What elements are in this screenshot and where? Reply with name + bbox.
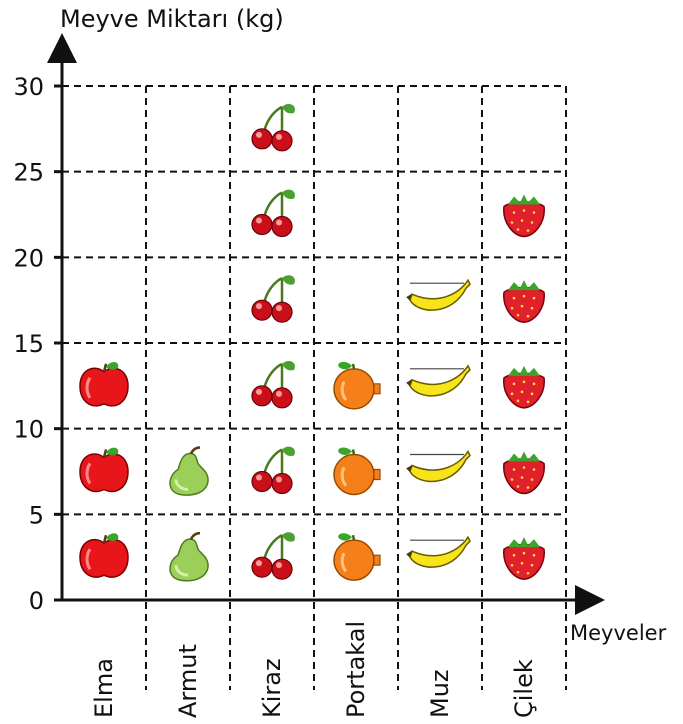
apple-icon [79, 361, 129, 407]
category-label: Portakal [342, 621, 370, 718]
apple-icon [79, 533, 129, 578]
category-label: Muz [426, 669, 454, 718]
cherry-icon [251, 360, 295, 409]
fruit-icons [79, 103, 545, 582]
banana-icon [406, 364, 471, 397]
y-tick-label: 0 [29, 587, 44, 615]
banana-icon [406, 278, 471, 311]
category-label: Kiraz [258, 658, 286, 718]
orange-icon [333, 533, 381, 581]
strawberry-icon [503, 194, 545, 238]
cherry-icon [251, 446, 295, 495]
y-tick-labels: 0 5 10 15 20 25 30 [13, 73, 62, 615]
category-label: Çilek [510, 659, 538, 718]
category-label: Armut [174, 644, 202, 718]
orange-icon [333, 361, 381, 410]
y-tick-label: 30 [13, 73, 44, 101]
pear-icon [169, 531, 209, 582]
category-labels: Elma Armut Kiraz Portakal Muz Çilek [90, 621, 538, 718]
y-tick-label: 10 [13, 416, 44, 444]
category-label: Elma [90, 658, 118, 718]
pear-icon [169, 446, 209, 496]
cherry-icon [251, 532, 295, 580]
cherry-icon [251, 275, 295, 323]
banana-icon [406, 535, 471, 568]
x-axis-title: Meyveler [570, 621, 667, 645]
axes [47, 33, 605, 615]
strawberry-icon [503, 365, 545, 409]
orange-icon [333, 447, 381, 496]
cherry-icon [251, 189, 295, 238]
y-tick-label: 15 [13, 330, 44, 358]
cherry-icon [251, 103, 295, 152]
y-tick-label: 25 [13, 159, 44, 187]
y-tick-label: 5 [29, 501, 44, 529]
apple-icon [79, 447, 129, 493]
y-axis-title: Meyve Miktarı (kg) [60, 5, 284, 33]
y-tick-label: 20 [13, 244, 44, 272]
banana-icon [406, 450, 471, 483]
strawberry-icon [503, 280, 545, 323]
grid [62, 85, 567, 690]
strawberry-icon [503, 451, 545, 495]
strawberry-icon [503, 537, 545, 580]
